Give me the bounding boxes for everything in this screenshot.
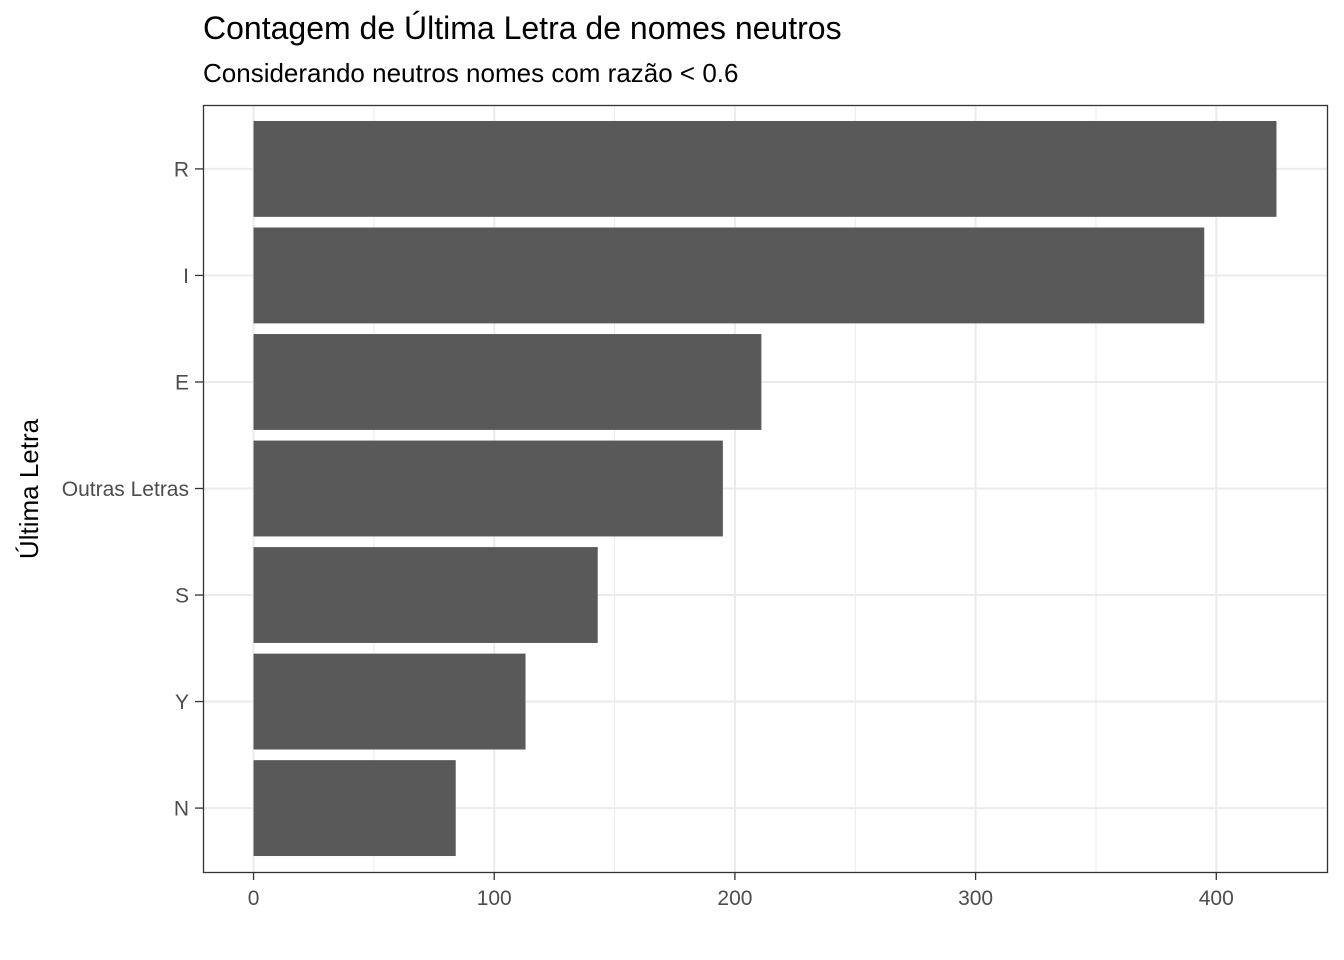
y-tick-label: R xyxy=(174,158,189,181)
y-axis-title: Última Letra xyxy=(14,418,44,559)
bar-s xyxy=(253,547,598,643)
x-tick-label: 0 xyxy=(248,887,260,910)
y-tick-label: S xyxy=(175,585,189,608)
axes: R I E Outras Letras S Y N 0 100 200 300 400 xyxy=(62,158,1234,910)
y-tick-label: N xyxy=(174,798,189,821)
y-tick-label: Y xyxy=(175,691,189,714)
bars xyxy=(253,120,1277,857)
bar-e xyxy=(253,334,762,430)
x-tick-label: 200 xyxy=(717,887,752,910)
chart-subtitle: Considerando neutros nomes com razão < 0… xyxy=(203,58,739,88)
bar-n xyxy=(253,760,456,857)
x-tick-label: 400 xyxy=(1199,887,1234,910)
bar-i xyxy=(253,227,1205,324)
bar-outras-letras xyxy=(253,440,723,537)
chart-title: Contagem de Última Letra de nomes neutro… xyxy=(203,10,842,46)
y-tick-label: I xyxy=(183,265,189,288)
x-tick-label: 300 xyxy=(958,887,993,910)
panel-border xyxy=(202,104,1329,874)
y-tick-label: E xyxy=(175,371,189,394)
bar-r xyxy=(253,120,1277,217)
bar-y xyxy=(253,653,526,750)
y-tick-label: Outras Letras xyxy=(62,478,189,501)
x-tick-label: 100 xyxy=(477,887,512,910)
